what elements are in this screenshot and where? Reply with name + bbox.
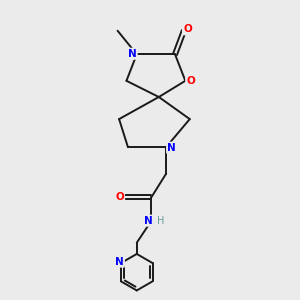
Text: O: O bbox=[186, 76, 195, 86]
Text: O: O bbox=[115, 191, 124, 202]
Text: N: N bbox=[144, 216, 152, 226]
Text: N: N bbox=[128, 49, 137, 59]
Text: N: N bbox=[167, 142, 176, 153]
Text: O: O bbox=[183, 24, 192, 34]
Text: N: N bbox=[115, 256, 124, 267]
Text: H: H bbox=[157, 216, 165, 226]
